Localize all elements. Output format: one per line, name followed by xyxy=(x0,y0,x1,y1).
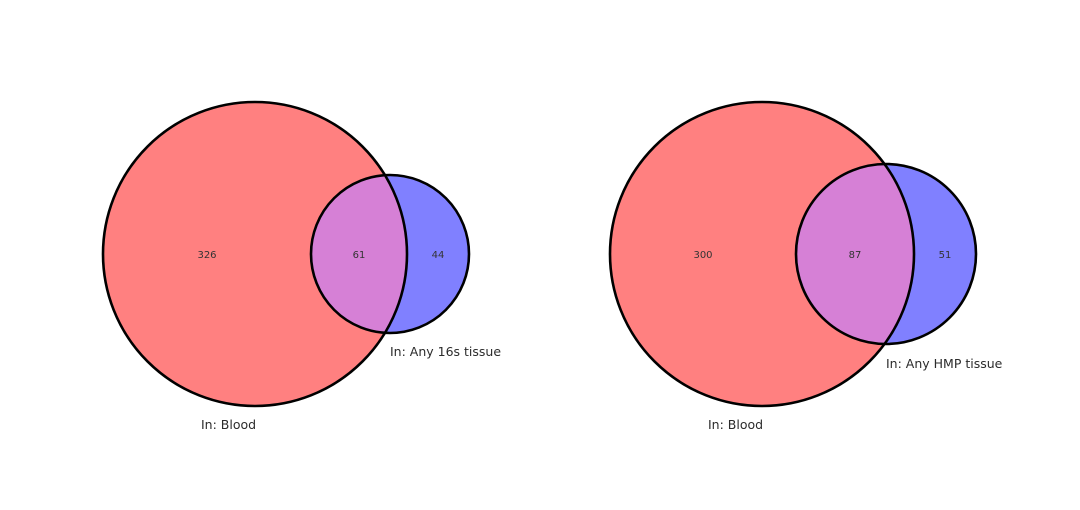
count-hmp-only: 51 xyxy=(939,250,952,261)
overlap-region-right xyxy=(796,164,914,344)
circle-blood-right-outline xyxy=(608,100,916,408)
count-overlap-left: 61 xyxy=(353,250,366,261)
label-16s-tissue: In: Any 16s tissue xyxy=(390,344,501,359)
overlap-region-left xyxy=(311,175,407,333)
count-blood-only-left: 326 xyxy=(197,250,216,261)
count-16s-only: 44 xyxy=(432,250,445,261)
circle-blood-left-outline xyxy=(101,100,409,408)
label-hmp-tissue: In: Any HMP tissue xyxy=(886,356,1003,371)
count-overlap-right: 87 xyxy=(849,250,862,261)
circle-blood-left xyxy=(103,102,407,406)
circle-16s-tissue-outline xyxy=(309,173,471,335)
venn-diagram-right: 300 87 51 In: Blood In: Any HMP tissue xyxy=(608,100,1003,432)
circle-hmp-tissue-outline xyxy=(794,162,978,346)
count-blood-only-right: 300 xyxy=(693,250,712,261)
label-blood-left: In: Blood xyxy=(201,417,256,432)
venn-diagram-left: 326 61 44 In: Blood In: Any 16s tissue xyxy=(101,100,501,432)
label-blood-right: In: Blood xyxy=(708,417,763,432)
